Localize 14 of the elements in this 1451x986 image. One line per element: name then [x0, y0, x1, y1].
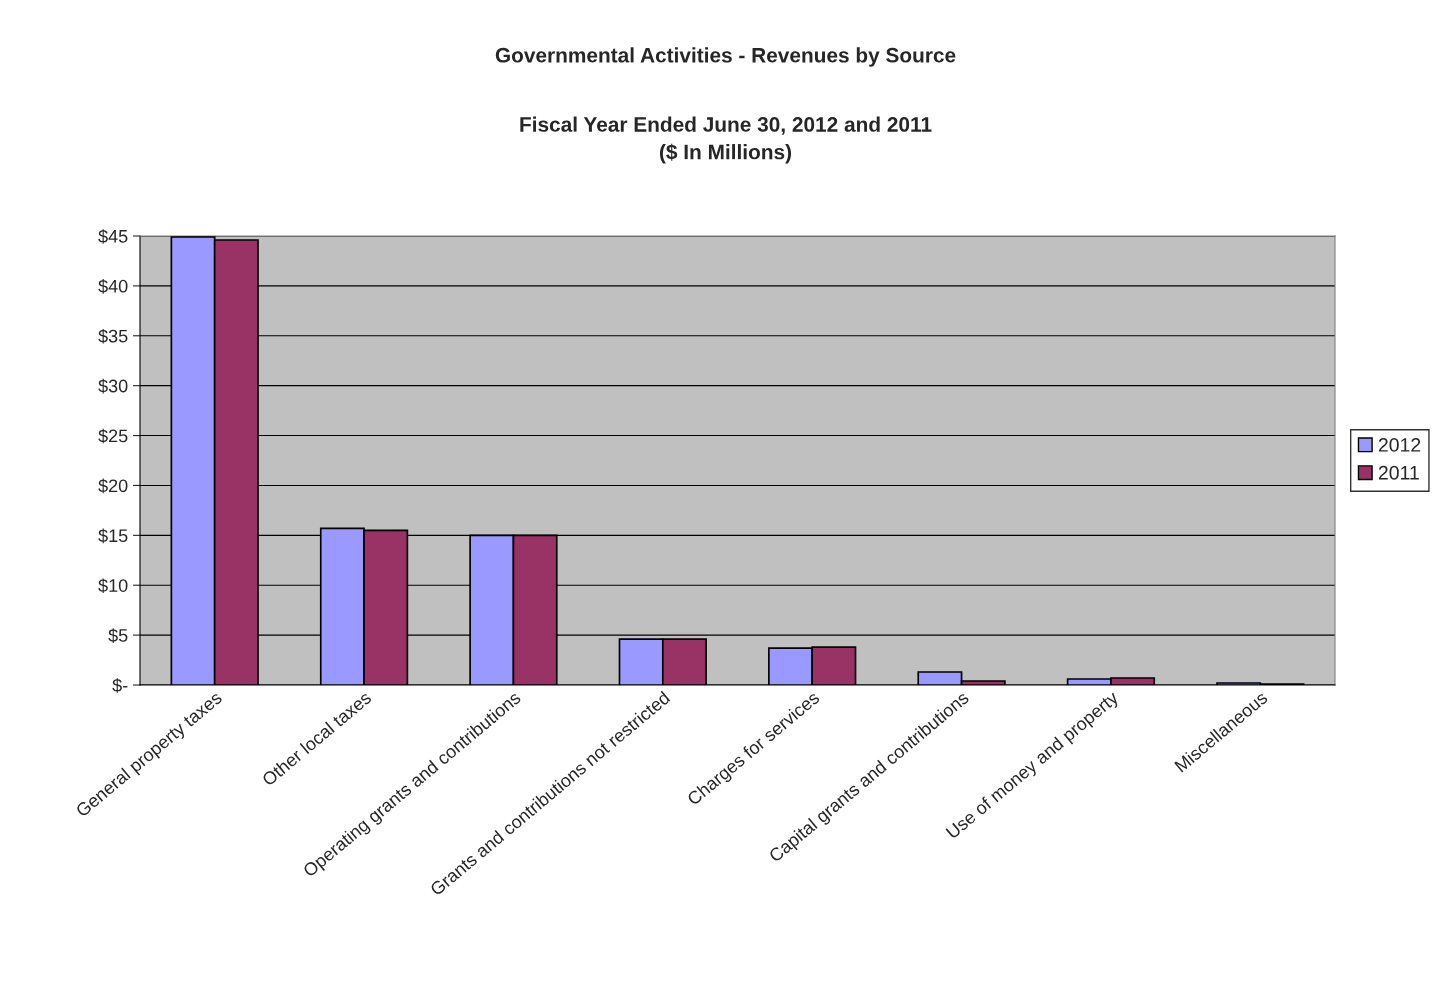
legend-label: 2012: [1378, 438, 1421, 452]
chart-subtitle: Fiscal Year Ended June 30, 2012 and 2011 ($ In Millions): [520, 116, 932, 164]
y-tick-label: $40: [98, 279, 128, 294]
y-tick-label: $35: [98, 328, 128, 344]
y-tick-label: $-: [112, 678, 128, 693]
legend-label: 2011: [1378, 465, 1419, 480]
y-tick-label: $10: [98, 578, 128, 594]
y-tick-label: $15: [98, 528, 128, 544]
chart-title: Governmental Activities - Revenues by Source: [495, 47, 956, 67]
y-tick-label: $25: [98, 428, 128, 444]
y-tick-label: $5: [108, 628, 128, 643]
y-tick-label: $20: [98, 478, 128, 494]
y-tick-label: $30: [98, 378, 128, 394]
y-tick-label: $45: [98, 229, 128, 244]
